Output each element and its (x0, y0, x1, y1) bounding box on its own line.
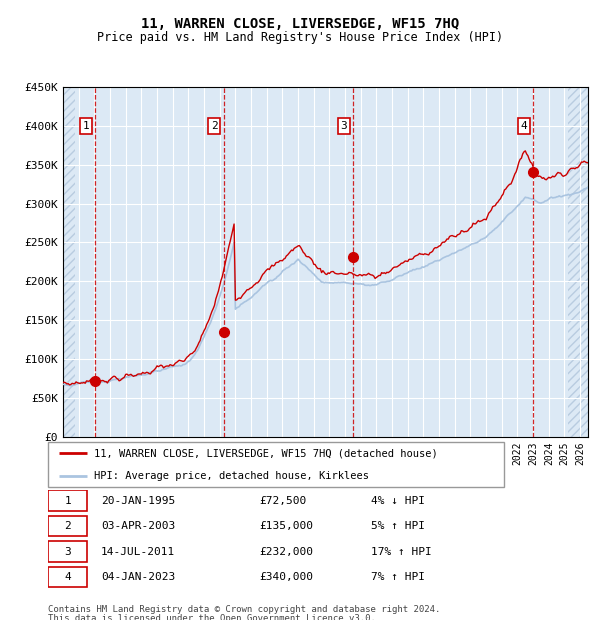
Text: 20-JAN-1995: 20-JAN-1995 (101, 495, 175, 506)
Text: 2: 2 (64, 521, 71, 531)
Text: This data is licensed under the Open Government Licence v3.0.: This data is licensed under the Open Gov… (48, 614, 376, 620)
Text: 11, WARREN CLOSE, LIVERSEDGE, WF15 7HQ: 11, WARREN CLOSE, LIVERSEDGE, WF15 7HQ (141, 17, 459, 32)
FancyBboxPatch shape (48, 442, 504, 487)
Text: £135,000: £135,000 (260, 521, 314, 531)
Bar (63, 87, 75, 437)
Text: 1: 1 (64, 495, 71, 506)
Text: 4: 4 (521, 121, 527, 131)
FancyBboxPatch shape (48, 490, 88, 511)
Bar (568, 87, 588, 437)
Text: 1: 1 (82, 121, 89, 131)
Text: 14-JUL-2011: 14-JUL-2011 (101, 547, 175, 557)
Text: 3: 3 (64, 547, 71, 557)
Text: 04-JAN-2023: 04-JAN-2023 (101, 572, 175, 582)
Text: £72,500: £72,500 (260, 495, 307, 506)
Text: Price paid vs. HM Land Registry's House Price Index (HPI): Price paid vs. HM Land Registry's House … (97, 31, 503, 44)
Text: 5% ↑ HPI: 5% ↑ HPI (371, 521, 425, 531)
Text: 11, WARREN CLOSE, LIVERSEDGE, WF15 7HQ (detached house): 11, WARREN CLOSE, LIVERSEDGE, WF15 7HQ (… (94, 448, 437, 458)
Text: 4% ↓ HPI: 4% ↓ HPI (371, 495, 425, 506)
Text: £232,000: £232,000 (260, 547, 314, 557)
Text: 03-APR-2003: 03-APR-2003 (101, 521, 175, 531)
Bar (63, 87, 75, 437)
Text: HPI: Average price, detached house, Kirklees: HPI: Average price, detached house, Kirk… (94, 471, 368, 480)
FancyBboxPatch shape (48, 516, 88, 536)
Text: 4: 4 (64, 572, 71, 582)
Text: Contains HM Land Registry data © Crown copyright and database right 2024.: Contains HM Land Registry data © Crown c… (48, 604, 440, 614)
Text: 7% ↑ HPI: 7% ↑ HPI (371, 572, 425, 582)
Bar (568, 87, 588, 437)
FancyBboxPatch shape (48, 567, 88, 588)
FancyBboxPatch shape (48, 541, 88, 562)
Text: £340,000: £340,000 (260, 572, 314, 582)
Text: 2: 2 (211, 121, 218, 131)
Text: 3: 3 (341, 121, 347, 131)
Text: 17% ↑ HPI: 17% ↑ HPI (371, 547, 431, 557)
